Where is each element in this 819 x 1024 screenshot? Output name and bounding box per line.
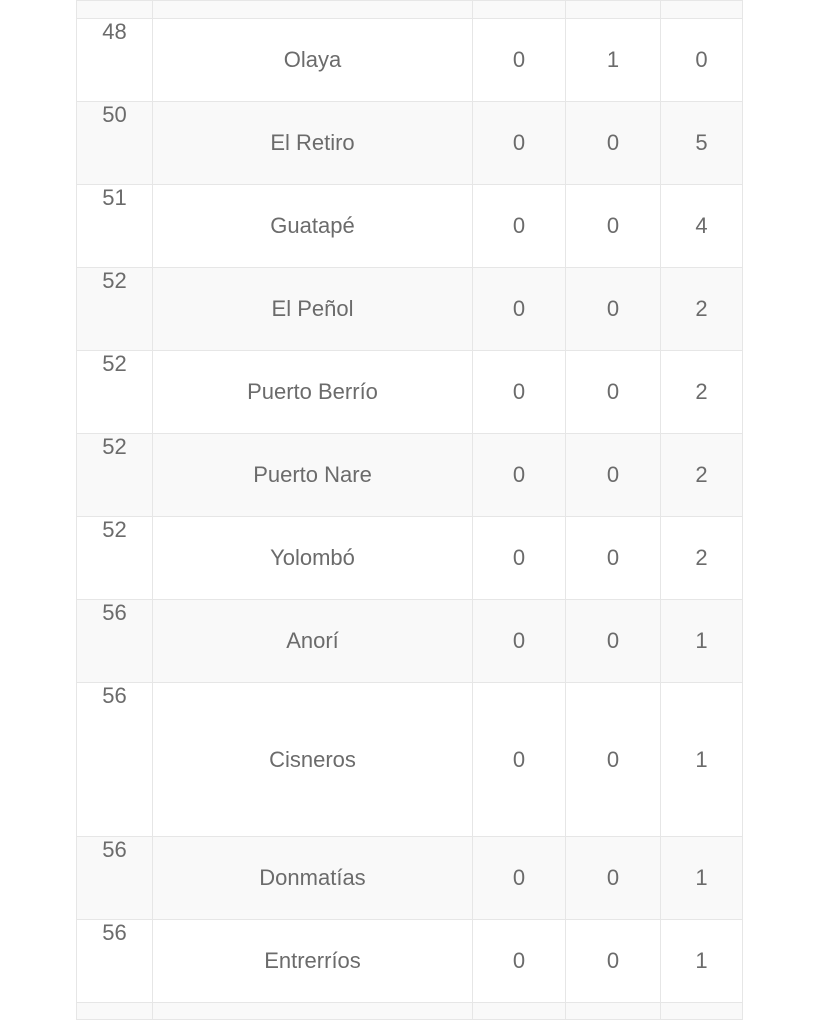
rank-cell: 56 (76, 599, 153, 683)
value-cell-1 (472, 1002, 566, 1020)
value-cell-1: 0 (472, 101, 566, 185)
table-row: 56 Entrerríos 0 0 1 (76, 919, 743, 1003)
value-cell-3 (660, 0, 743, 19)
table-row: 52 Puerto Berrío 0 0 2 (76, 350, 743, 434)
value-cell-2: 0 (565, 267, 661, 351)
value-cell-3: 1 (660, 919, 743, 1003)
municipality-cell (152, 1002, 473, 1020)
value-cell-3: 2 (660, 350, 743, 434)
value-cell-3: 2 (660, 516, 743, 600)
value-cell-2: 0 (565, 836, 661, 920)
value-cell-3: 1 (660, 682, 743, 837)
table-row (76, 1002, 743, 1020)
rank-cell: 52 (76, 267, 153, 351)
rank-cell (76, 0, 153, 19)
value-cell-1: 0 (472, 836, 566, 920)
value-cell-3: 2 (660, 267, 743, 351)
municipality-cell: El Peñol (152, 267, 473, 351)
value-cell-3: 0 (660, 18, 743, 102)
municipality-cell: Entrerríos (152, 919, 473, 1003)
rank-cell: 56 (76, 836, 153, 920)
table-row: 52 El Peñol 0 0 2 (76, 267, 743, 351)
value-cell-1: 0 (472, 350, 566, 434)
municipality-ranking-table: 48 Olaya 0 1 0 50 El Retiro 0 0 5 51 Guatapé 0 0 4 52 El… (76, 0, 743, 1020)
value-cell-2: 0 (565, 433, 661, 517)
table-row (76, 0, 743, 19)
value-cell-1: 0 (472, 267, 566, 351)
value-cell-2: 0 (565, 184, 661, 268)
table-row: 56 Anorí 0 0 1 (76, 599, 743, 683)
municipality-cell (152, 0, 473, 19)
municipality-cell: Guatapé (152, 184, 473, 268)
value-cell-2: 0 (565, 101, 661, 185)
value-cell-3 (660, 1002, 743, 1020)
municipality-cell: Donmatías (152, 836, 473, 920)
value-cell-1 (472, 0, 566, 19)
value-cell-2: 1 (565, 18, 661, 102)
rank-cell: 48 (76, 18, 153, 102)
value-cell-2 (565, 0, 661, 19)
rank-cell: 52 (76, 350, 153, 434)
value-cell-3: 2 (660, 433, 743, 517)
table-body: 48 Olaya 0 1 0 50 El Retiro 0 0 5 51 Guatapé 0 0 4 52 El… (76, 0, 743, 1020)
municipality-cell: Puerto Nare (152, 433, 473, 517)
value-cell-1: 0 (472, 682, 566, 837)
value-cell-1: 0 (472, 599, 566, 683)
value-cell-2: 0 (565, 682, 661, 837)
rank-cell: 52 (76, 433, 153, 517)
value-cell-2: 0 (565, 919, 661, 1003)
table-row: 48 Olaya 0 1 0 (76, 18, 743, 102)
value-cell-3: 1 (660, 599, 743, 683)
value-cell-1: 0 (472, 184, 566, 268)
value-cell-2: 0 (565, 516, 661, 600)
rank-cell: 52 (76, 516, 153, 600)
value-cell-2 (565, 1002, 661, 1020)
municipality-cell: El Retiro (152, 101, 473, 185)
municipality-cell: Yolombó (152, 516, 473, 600)
table-row: 50 El Retiro 0 0 5 (76, 101, 743, 185)
table-row: 56 Cisneros 0 0 1 (76, 682, 743, 837)
rank-cell: 51 (76, 184, 153, 268)
rank-cell: 56 (76, 682, 153, 837)
rank-cell: 50 (76, 101, 153, 185)
value-cell-2: 0 (565, 350, 661, 434)
value-cell-3: 5 (660, 101, 743, 185)
value-cell-1: 0 (472, 433, 566, 517)
municipality-cell: Anorí (152, 599, 473, 683)
municipality-cell: Olaya (152, 18, 473, 102)
rank-cell: 56 (76, 919, 153, 1003)
value-cell-3: 4 (660, 184, 743, 268)
value-cell-1: 0 (472, 919, 566, 1003)
municipality-cell: Cisneros (152, 682, 473, 837)
value-cell-3: 1 (660, 836, 743, 920)
table-row: 52 Yolombó 0 0 2 (76, 516, 743, 600)
municipality-cell: Puerto Berrío (152, 350, 473, 434)
value-cell-1: 0 (472, 18, 566, 102)
rank-cell (76, 1002, 153, 1020)
table-row: 51 Guatapé 0 0 4 (76, 184, 743, 268)
value-cell-1: 0 (472, 516, 566, 600)
table-row: 52 Puerto Nare 0 0 2 (76, 433, 743, 517)
municipality-table-container: 48 Olaya 0 1 0 50 El Retiro 0 0 5 51 Guatapé 0 0 4 52 El… (76, 0, 743, 1020)
table-row: 56 Donmatías 0 0 1 (76, 836, 743, 920)
value-cell-2: 0 (565, 599, 661, 683)
